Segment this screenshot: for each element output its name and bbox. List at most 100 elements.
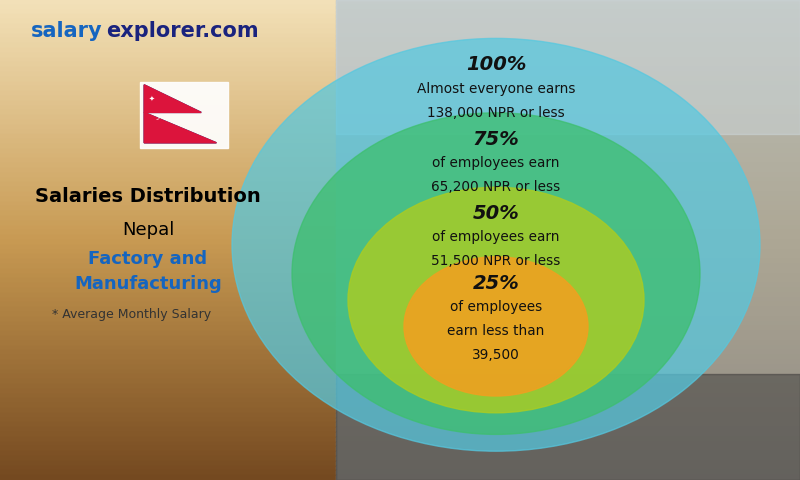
Bar bbox=[0, 298, 336, 302]
Bar bbox=[336, 403, 800, 408]
Bar bbox=[336, 389, 800, 394]
Bar bbox=[336, 322, 800, 326]
Bar bbox=[336, 48, 800, 53]
Bar bbox=[0, 163, 336, 168]
Bar bbox=[336, 82, 800, 86]
Bar bbox=[336, 360, 800, 365]
Bar bbox=[0, 0, 336, 5]
Bar bbox=[336, 245, 800, 250]
Bar bbox=[0, 101, 336, 106]
Bar bbox=[0, 408, 336, 413]
Bar bbox=[0, 451, 336, 456]
Bar bbox=[336, 5, 800, 10]
Bar bbox=[0, 221, 336, 226]
Bar bbox=[336, 149, 800, 154]
Bar bbox=[0, 461, 336, 466]
Bar bbox=[0, 82, 336, 86]
Bar bbox=[336, 0, 800, 5]
Bar bbox=[336, 422, 800, 427]
Bar bbox=[336, 264, 800, 269]
Bar bbox=[0, 62, 336, 67]
Bar bbox=[0, 346, 336, 350]
Text: of employees: of employees bbox=[450, 300, 542, 314]
Polygon shape bbox=[144, 112, 216, 143]
Bar bbox=[0, 288, 336, 293]
Bar bbox=[336, 355, 800, 360]
Bar bbox=[336, 178, 800, 182]
Bar bbox=[0, 384, 336, 389]
Bar bbox=[336, 446, 800, 451]
Bar bbox=[0, 230, 336, 235]
Bar bbox=[0, 235, 336, 240]
Bar bbox=[0, 48, 336, 53]
Bar bbox=[336, 293, 800, 298]
Bar bbox=[0, 192, 336, 197]
Bar bbox=[0, 442, 336, 446]
Bar bbox=[336, 77, 800, 82]
Bar bbox=[336, 254, 800, 259]
Bar bbox=[336, 350, 800, 355]
Bar bbox=[0, 149, 336, 154]
Bar bbox=[0, 187, 336, 192]
Bar bbox=[336, 374, 800, 379]
Bar bbox=[336, 336, 800, 341]
Bar bbox=[0, 312, 336, 317]
Bar bbox=[336, 240, 800, 245]
Bar bbox=[336, 302, 800, 307]
Bar bbox=[336, 374, 800, 480]
Bar bbox=[336, 216, 800, 221]
Bar bbox=[0, 130, 336, 134]
Bar bbox=[0, 254, 336, 259]
Bar bbox=[336, 120, 800, 125]
Bar bbox=[336, 86, 800, 91]
Text: 39,500: 39,500 bbox=[472, 348, 520, 362]
Bar bbox=[336, 163, 800, 168]
Bar bbox=[336, 269, 800, 274]
Bar bbox=[0, 144, 336, 149]
Bar bbox=[336, 202, 800, 206]
Bar bbox=[0, 120, 336, 125]
Bar bbox=[0, 466, 336, 470]
Bar bbox=[0, 24, 336, 29]
Bar bbox=[0, 58, 336, 62]
Bar bbox=[336, 192, 800, 197]
Bar bbox=[0, 422, 336, 427]
Bar bbox=[0, 293, 336, 298]
Bar bbox=[0, 326, 336, 331]
Bar bbox=[0, 106, 336, 110]
Bar bbox=[0, 53, 336, 58]
Bar bbox=[336, 125, 800, 130]
Bar bbox=[0, 202, 336, 206]
Bar bbox=[0, 317, 336, 322]
Bar bbox=[0, 29, 336, 34]
Ellipse shape bbox=[404, 257, 588, 396]
Bar bbox=[0, 365, 336, 370]
Bar bbox=[0, 110, 336, 115]
Bar bbox=[336, 442, 800, 446]
Bar bbox=[0, 278, 336, 283]
Bar bbox=[336, 67, 800, 72]
Text: explorer.com: explorer.com bbox=[106, 21, 259, 41]
Bar bbox=[336, 139, 800, 144]
Text: 51,500 NPR or less: 51,500 NPR or less bbox=[431, 254, 561, 268]
Bar bbox=[0, 470, 336, 475]
Bar bbox=[336, 168, 800, 173]
Bar bbox=[0, 91, 336, 96]
Bar bbox=[336, 115, 800, 120]
Bar bbox=[336, 158, 800, 163]
Bar bbox=[0, 389, 336, 394]
Text: 65,200 NPR or less: 65,200 NPR or less bbox=[431, 180, 561, 194]
Text: earn less than: earn less than bbox=[447, 324, 545, 338]
Bar bbox=[336, 341, 800, 346]
Bar bbox=[0, 72, 336, 77]
Bar bbox=[336, 72, 800, 77]
Text: ✦: ✦ bbox=[149, 96, 155, 102]
Bar bbox=[0, 240, 336, 245]
Bar bbox=[336, 398, 800, 403]
Bar bbox=[336, 43, 800, 48]
Bar bbox=[336, 154, 800, 158]
Bar bbox=[336, 187, 800, 192]
Bar bbox=[0, 274, 336, 278]
Text: ☽: ☽ bbox=[152, 113, 160, 122]
Bar bbox=[336, 250, 800, 254]
